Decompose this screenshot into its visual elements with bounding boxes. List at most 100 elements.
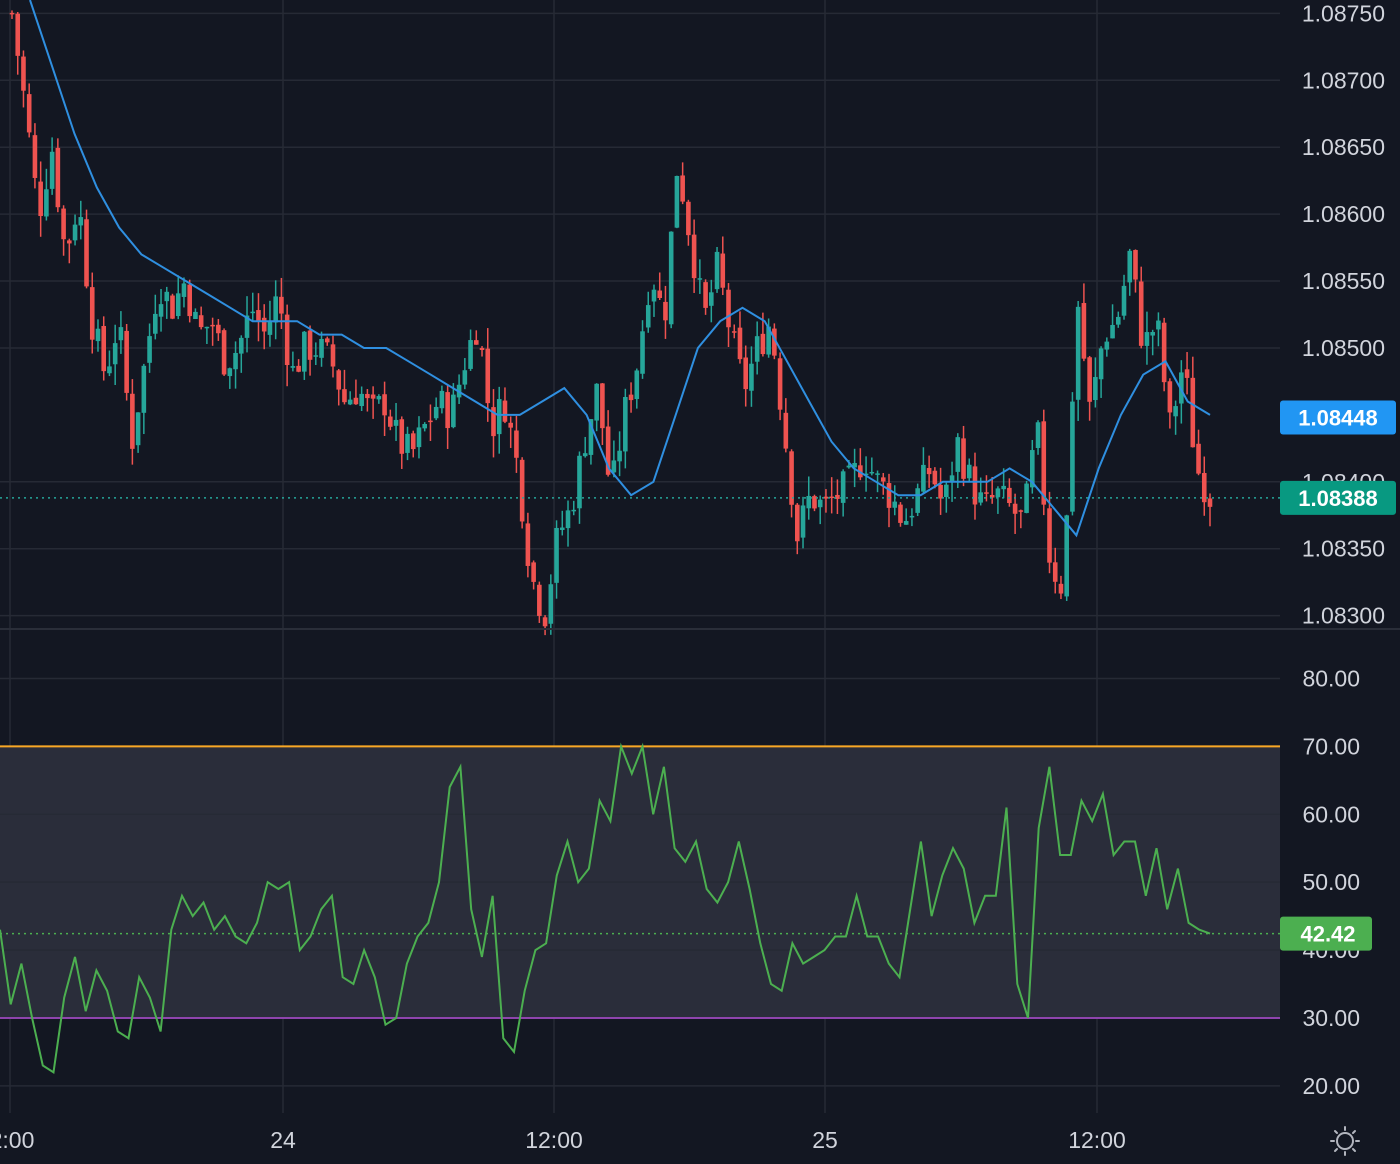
candle	[72, 214, 78, 246]
candle	[686, 199, 691, 246]
last-price-label: 1.08388	[1298, 486, 1378, 511]
candle	[307, 325, 313, 376]
candle	[330, 335, 336, 378]
candle	[617, 431, 622, 477]
candle	[674, 175, 680, 229]
candle	[9, 10, 15, 19]
candle	[473, 330, 479, 345]
candle	[1093, 357, 1098, 408]
candle	[794, 503, 800, 555]
candle	[485, 328, 491, 422]
candle	[548, 574, 554, 635]
candle	[697, 259, 703, 294]
candle	[1138, 266, 1144, 349]
rsi-line	[0, 742, 1211, 1074]
candle	[869, 457, 875, 476]
candle	[204, 326, 210, 344]
time-tick-label: 2:00	[0, 1127, 34, 1153]
candle	[800, 496, 806, 549]
candle	[1064, 514, 1069, 601]
candle	[433, 397, 439, 421]
candle	[491, 389, 496, 458]
candle	[95, 319, 101, 352]
candle	[130, 379, 135, 465]
candle	[101, 316, 107, 381]
candle	[611, 440, 617, 478]
rsi-tick-label: 30.00	[1302, 1005, 1360, 1031]
candle	[1201, 456, 1207, 516]
candle	[766, 318, 771, 358]
candle	[382, 381, 387, 436]
candle	[1184, 352, 1190, 395]
candle	[313, 342, 319, 365]
candle	[703, 279, 708, 315]
candle	[691, 219, 697, 293]
candle	[233, 341, 238, 389]
candle	[1098, 346, 1104, 398]
candle	[749, 346, 754, 407]
candle	[89, 272, 95, 354]
candle	[726, 283, 731, 347]
candle	[451, 383, 456, 429]
candle	[416, 416, 422, 459]
candle	[1127, 248, 1133, 296]
candle	[995, 486, 1001, 514]
candle	[227, 367, 233, 389]
candle	[875, 470, 880, 493]
candle	[835, 479, 840, 515]
candle	[651, 284, 657, 317]
candle	[1018, 509, 1024, 529]
time-tick-label: 24	[270, 1127, 296, 1153]
candle	[78, 200, 84, 240]
candle	[789, 449, 794, 518]
price-axis[interactable]: 1.08750 1.08700 1.08650 1.08600 1.08550 1.085…	[1302, 0, 1385, 628]
candle	[600, 383, 605, 445]
candle	[1156, 312, 1161, 347]
candle	[880, 473, 886, 495]
candle	[181, 277, 187, 308]
rsi-tick-label: 70.00	[1302, 733, 1360, 759]
time-tick-label: 12:00	[525, 1127, 583, 1153]
candle	[353, 379, 359, 405]
candle	[175, 275, 181, 320]
candle	[342, 369, 347, 405]
sun-gear-icon[interactable]	[1330, 1126, 1360, 1156]
candle	[1150, 329, 1155, 356]
candle	[221, 328, 227, 376]
candle	[158, 288, 164, 332]
candle	[147, 323, 152, 373]
candle	[1047, 491, 1052, 574]
candle	[1110, 304, 1115, 339]
candle	[892, 485, 898, 516]
candle	[1196, 429, 1201, 476]
candle	[210, 317, 215, 346]
candle	[731, 324, 737, 339]
candle	[462, 358, 468, 390]
candle	[1052, 547, 1058, 594]
candle	[668, 231, 674, 329]
time-axis[interactable]: 2:00 24 12:00 25 12:00	[0, 1127, 1126, 1153]
candle	[514, 415, 519, 473]
candle	[944, 482, 949, 513]
candle	[1001, 468, 1006, 499]
candle	[743, 345, 749, 407]
candle	[410, 430, 416, 458]
candle	[445, 384, 450, 449]
candle	[1070, 392, 1075, 516]
price-pane[interactable]: 1.08750 1.08700 1.08650 1.08600 1.08550 1.085…	[0, 0, 1396, 1113]
candle	[663, 285, 668, 339]
candle	[1058, 575, 1064, 600]
candle	[680, 162, 685, 205]
price-tick-label: 1.08750	[1302, 0, 1385, 26]
candle	[777, 352, 783, 421]
candle	[537, 581, 542, 623]
candle	[302, 331, 307, 380]
candle	[886, 473, 892, 528]
candle	[817, 495, 823, 525]
candle	[32, 123, 38, 189]
price-tick-label: 1.08700	[1302, 67, 1385, 93]
candle	[571, 500, 577, 516]
candle	[508, 416, 513, 448]
